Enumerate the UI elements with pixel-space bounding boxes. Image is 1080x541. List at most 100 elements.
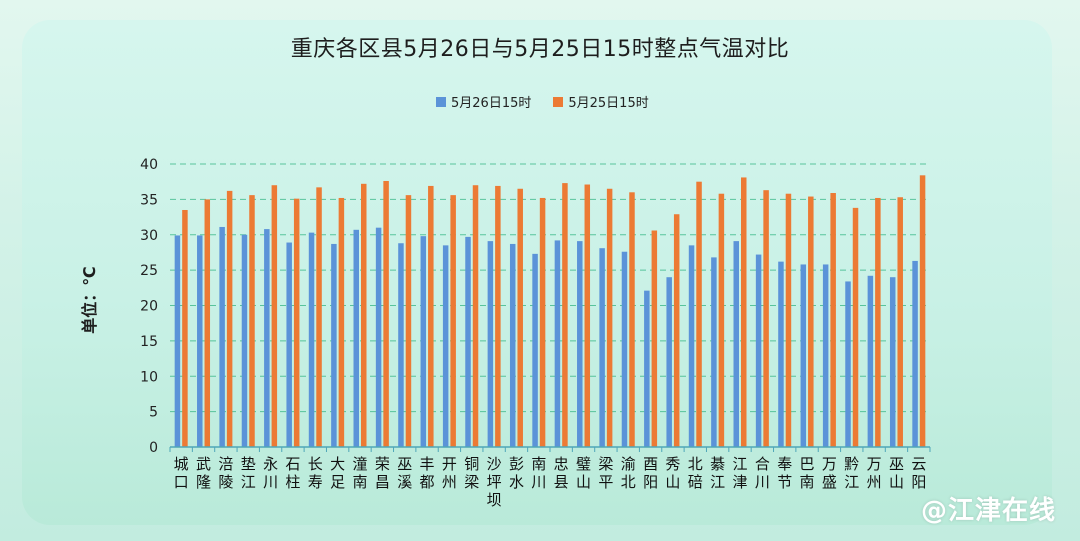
x-tick-label: 丰都 <box>420 455 435 491</box>
bar-series-b <box>383 180 389 448</box>
x-tick-label: 南川 <box>531 455 546 491</box>
bar-series-b <box>785 193 792 447</box>
chart-title: 重庆各区县5月26日与5月25日15时整点气温对比 <box>290 37 790 62</box>
bar-series-a <box>778 261 784 447</box>
y-tick-label: 40 <box>140 157 158 173</box>
bar-series-b <box>629 192 635 447</box>
bar-series-b <box>741 177 747 447</box>
bar-series-a <box>889 277 896 447</box>
x-tick-label: 大足 <box>330 455 345 491</box>
x-tick-label: 万州 <box>867 455 882 491</box>
x-tick-label: 石柱 <box>285 455 300 491</box>
y-tick-label: 20 <box>140 299 158 315</box>
bar-series-a <box>420 236 427 447</box>
legend-swatch-series-a <box>436 96 446 107</box>
bar-series-a <box>733 241 739 447</box>
bar-series-a <box>375 227 382 447</box>
bar-series-a <box>822 264 829 447</box>
x-tick-label: 长寿 <box>308 455 323 491</box>
x-tick-label: 武隆 <box>196 455 211 491</box>
bar-series-a <box>621 251 628 447</box>
x-tick-label: 渝北 <box>621 455 636 491</box>
bar-series-b <box>808 196 814 447</box>
bar-series-b <box>875 197 881 447</box>
x-tick-label: 城口 <box>174 455 189 491</box>
x-tick-label: 万盛 <box>822 455 837 491</box>
x-tick-label: 云阳 <box>911 455 926 491</box>
bar-series-a <box>331 243 337 447</box>
bar-series-a <box>487 241 494 447</box>
bar-series-a <box>241 234 248 447</box>
y-tick-label: 15 <box>140 334 158 350</box>
bar-series-b <box>606 188 613 447</box>
bar-series-b <box>539 197 546 447</box>
bar-series-b <box>517 188 523 447</box>
watermark: @江津在线 <box>920 496 1056 526</box>
bar-series-b <box>204 199 211 447</box>
bar-series-a <box>532 253 538 447</box>
x-tick-label: 酉阳 <box>643 455 658 491</box>
x-tick-label: 涪陵 <box>218 455 233 491</box>
bar-series-a <box>711 257 717 447</box>
x-tick-label: 合川 <box>755 455 770 491</box>
bar-series-a <box>800 264 807 447</box>
x-tick-label: 永川 <box>263 455 278 491</box>
bar-series-a <box>666 277 672 447</box>
bar-series-a <box>577 241 583 447</box>
x-tick-label: 綦江 <box>710 455 725 491</box>
x-tick-label: 忠县 <box>554 455 569 491</box>
bar-series-b <box>651 230 658 447</box>
bar-series-a <box>644 290 650 447</box>
bar-series-a <box>755 254 762 447</box>
bar-series-b <box>293 198 300 447</box>
y-tick-label: 10 <box>140 369 158 385</box>
legend: 5月26日15时 5月25日15时 <box>436 92 649 111</box>
bar-series-b <box>584 184 591 447</box>
bar-series-b <box>830 193 836 447</box>
bar-series-a <box>286 242 292 447</box>
y-tick-label: 5 <box>149 405 158 421</box>
bar-series-b <box>696 181 702 447</box>
bar-series-b <box>249 195 255 447</box>
bar-series-b <box>182 209 188 447</box>
y-tick-label: 0 <box>149 440 158 456</box>
x-tick-label: 开州 <box>442 455 457 491</box>
bar-series-a <box>219 226 225 447</box>
x-tick-label: 奉节 <box>777 455 792 491</box>
bar-series-a <box>867 275 874 447</box>
y-tick-label: 35 <box>140 192 158 208</box>
bar-series-a <box>197 235 203 447</box>
bar-series-b <box>763 190 769 448</box>
x-tick-label: 铜梁 <box>464 455 479 491</box>
bar-series-a <box>264 229 270 447</box>
bar-series-b <box>495 185 501 447</box>
bar-series-b <box>338 197 345 447</box>
bar-series-b <box>361 183 367 447</box>
x-tick-label: 巫溪 <box>397 455 412 491</box>
x-tick-label: 垫江 <box>241 455 256 491</box>
legend-item-series-b: 5月25日15时 <box>553 92 649 111</box>
x-tick-label: 荣昌 <box>375 455 390 491</box>
legend-label-series-a: 5月26日15时 <box>451 96 532 111</box>
bar-series-b <box>852 207 859 447</box>
x-tick-label: 秀山 <box>665 455 680 491</box>
bar-series-a <box>308 232 315 447</box>
bar-series-b <box>472 185 479 447</box>
bar-series-b <box>226 190 233 447</box>
x-tick-label: 璧山 <box>576 455 591 491</box>
bar-series-a <box>353 229 359 447</box>
y-tick-label: 25 <box>140 263 158 279</box>
x-tick-label: 梁平 <box>598 455 613 491</box>
bar-series-b <box>271 185 278 447</box>
bar-series-a <box>912 260 918 447</box>
bar-series-a <box>554 240 561 447</box>
bar-series-a <box>688 245 695 447</box>
bar-series-b <box>718 193 725 447</box>
bar-series-a <box>465 236 471 447</box>
legend-swatch-series-b <box>553 96 564 107</box>
bar-series-b <box>562 183 568 448</box>
y-tick-label: 30 <box>140 228 158 244</box>
x-tick-label: 江津 <box>732 455 747 491</box>
bar-series-b <box>405 195 412 447</box>
